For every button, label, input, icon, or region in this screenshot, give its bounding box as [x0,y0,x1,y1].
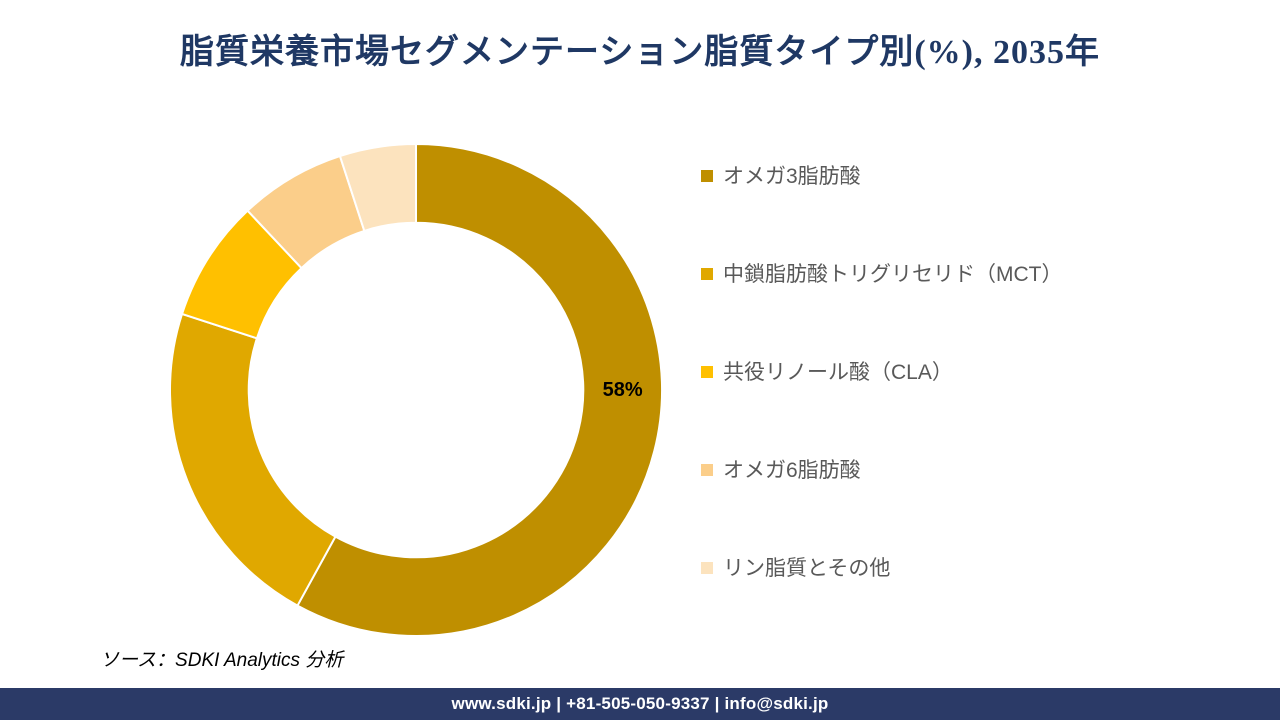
legend-item-3: 共役リノール酸（CLA） [701,360,1063,384]
legend-marker-icon [701,366,713,378]
legend-label: 中鎖脂肪酸トリグリセリド（MCT） [723,262,1063,286]
legend-label: オメガ6脂肪酸 [723,458,861,482]
footer-bar: www.sdki.jp | +81-505-050-9337 | info@sd… [0,688,1280,720]
legend-item-5: リン脂質とその他 [701,556,1063,580]
donut-chart: 58% [156,130,676,650]
chart-title: 脂質栄養市場セグメンテーション脂質タイプ別(%), 2035年 [180,34,1100,71]
source-note: ソース：SDKI Analytics 分析 [100,650,344,671]
legend-label: リン脂質とその他 [723,556,891,580]
donut-segment-1 [296,142,663,637]
legend-marker-icon [701,562,713,574]
legend-label: 共役リノール酸（CLA） [723,360,953,384]
chart-legend: オメガ3脂肪酸中鎖脂肪酸トリグリセリド（MCT） 共役リノール酸（CLA） オメガ6… [701,164,1063,580]
donut-segment-5 [338,142,417,233]
donut-data-label: 58% [603,379,643,401]
legend-item-2: 中鎖脂肪酸トリグリセリド（MCT） [701,262,1063,286]
legend-marker-icon [701,268,713,280]
legend-item-1: オメガ3脂肪酸 [701,164,1063,188]
footer-contact-text: www.sdki.jp | +81-505-050-9337 | info@sd… [451,694,829,713]
legend-marker-icon [701,464,713,476]
donut-segment-2 [169,312,337,607]
legend-marker-icon [701,170,713,182]
legend-item-4: オメガ6脂肪酸 [701,458,1063,482]
legend-label: オメガ3脂肪酸 [723,164,861,188]
donut-chart-svg: 58% [169,142,663,637]
